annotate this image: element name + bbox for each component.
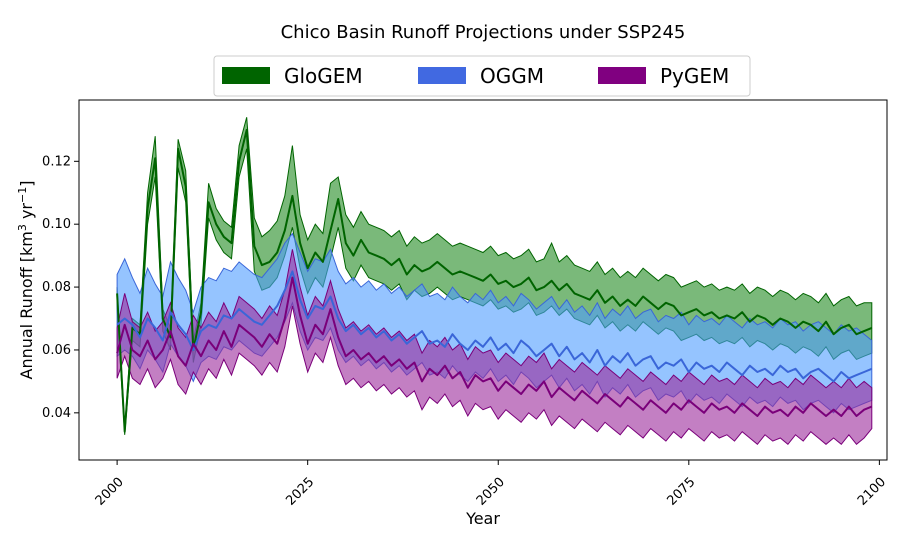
- y-tick-label: 0.08: [42, 280, 71, 295]
- chart-title: Chico Basin Runoff Projections under SSP…: [281, 22, 686, 43]
- y-axis-label-mid: yr: [17, 203, 36, 225]
- y-tick-label: 0.04: [42, 406, 71, 421]
- band-pygem: [116, 249, 873, 446]
- x-tick-label: 2000: [93, 475, 127, 509]
- x-tick-label: 2025: [283, 475, 317, 509]
- legend-swatch-gloge m: [222, 67, 270, 84]
- legend-label-oggm: OGGM: [480, 64, 544, 88]
- x-tick-label: 2100: [855, 475, 889, 509]
- line-pygem: [116, 276, 873, 417]
- plot-frame: [78, 99, 888, 461]
- x-tick-label: 2075: [664, 475, 698, 509]
- y-tick-label: 0.10: [42, 217, 71, 232]
- y-tick-label: 0.12: [42, 154, 71, 169]
- legend-label-glogem: GloGEM: [284, 64, 363, 88]
- y-axis-label-sup2: −1: [16, 187, 29, 203]
- x-tick-label: 2050: [474, 475, 508, 509]
- y-axis-label-main: Annual Runoff [km: [17, 231, 36, 379]
- x-axis-label: Year: [465, 509, 500, 528]
- y-tick-label: 0.06: [42, 343, 71, 358]
- legend-label-pygem: PyGEM: [660, 64, 729, 88]
- line-glogem: [116, 128, 873, 433]
- legend-swatch-pygem: [598, 67, 646, 84]
- plot-area: [116, 117, 873, 446]
- y-axis-label: Annual Runoff [km3 yr−1]: [16, 181, 36, 380]
- legend-frame: [213, 55, 751, 97]
- legend-swatch-oggm: [418, 67, 466, 84]
- y-axis-label-end: ]: [17, 181, 36, 187]
- legend: GloGEM OGGM PyGEM: [213, 55, 751, 97]
- line-oggm: [116, 270, 873, 383]
- y-axis-label-sup1: 3: [16, 224, 29, 231]
